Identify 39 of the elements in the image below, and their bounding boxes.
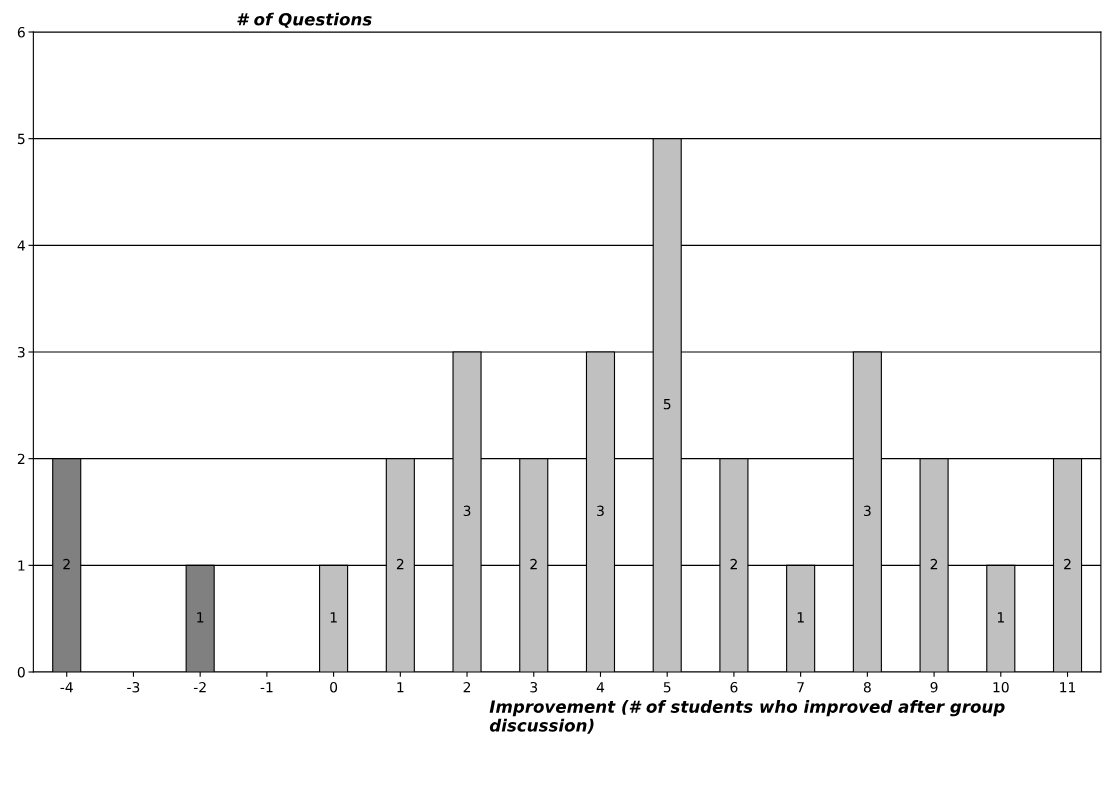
- y-tick-label: 5: [17, 133, 25, 145]
- x-tick-label: 10: [993, 681, 1009, 693]
- x-tick-label: 9: [930, 681, 938, 693]
- x-tick-label: 1: [397, 682, 404, 693]
- data-label: 1: [330, 612, 337, 623]
- x-tick-label: -3: [127, 681, 140, 693]
- data-label: 2: [530, 558, 537, 570]
- x-tick-label: 7: [797, 682, 804, 693]
- data-label: 2: [1064, 558, 1071, 570]
- x-tick-label: 6: [730, 681, 738, 693]
- data-label: 1: [797, 612, 804, 623]
- x-tick-label: -1: [260, 682, 273, 693]
- y-tick-label: 3: [17, 346, 25, 358]
- x-axis-title: Improvement (# of students who improved after group discussion): [489, 700, 1005, 734]
- data-label: 1: [197, 612, 204, 623]
- data-label: 2: [396, 558, 404, 570]
- y-tick-label: 4: [17, 240, 25, 251]
- x-tick-label: -2: [193, 681, 206, 693]
- y-tick-label: 1: [18, 560, 25, 571]
- data-label: 3: [597, 505, 604, 517]
- x-tick-label: 0: [330, 681, 338, 693]
- data-label: 2: [930, 558, 938, 570]
- x-tick-label: -4: [60, 682, 73, 693]
- x-tick-label: 4: [596, 682, 605, 693]
- x-tick-label: 5: [663, 682, 671, 693]
- x-tick-label: 11: [1060, 682, 1076, 693]
- y-tick-label: 2: [17, 453, 25, 464]
- y-tick-label: 6: [17, 26, 25, 38]
- data-label: 5: [663, 399, 671, 410]
- data-label: 1: [997, 612, 1004, 623]
- y-axis-title: # of Questions: [237, 12, 372, 28]
- y-tick-label: 0: [17, 666, 25, 678]
- data-label: 2: [730, 558, 737, 570]
- data-label: 3: [864, 505, 871, 517]
- data-label: 3: [463, 505, 471, 517]
- x-tick-label: 2: [463, 681, 471, 693]
- x-tick-label: 3: [530, 681, 538, 693]
- x-tick-label: 8: [863, 681, 871, 693]
- data-label: 2: [63, 558, 70, 570]
